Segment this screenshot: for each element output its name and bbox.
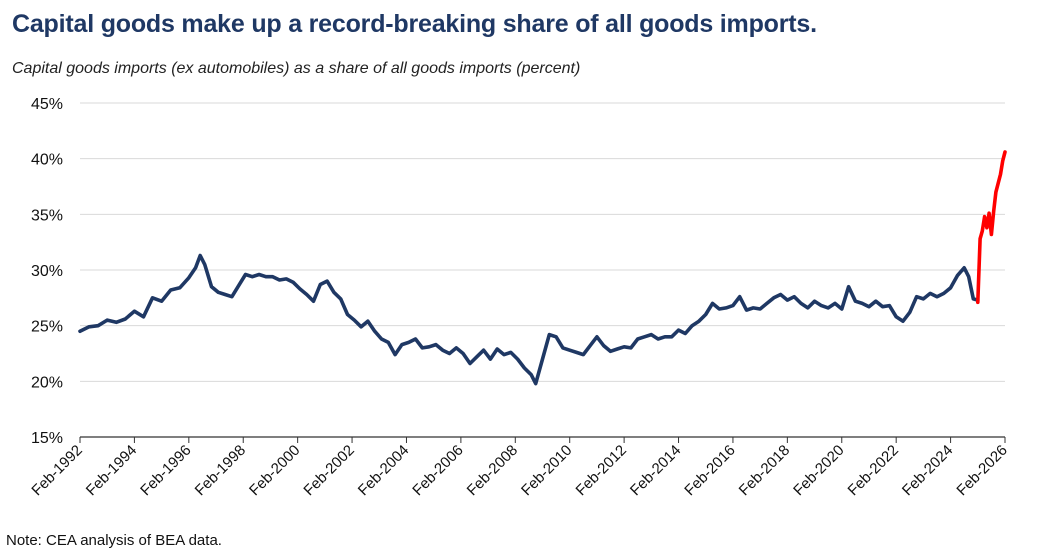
x-tick-label: Feb-2024 <box>899 442 956 499</box>
y-tick-label: 30% <box>31 263 63 280</box>
y-tick-label: 25% <box>31 319 63 336</box>
x-tick-label: Feb-2010 <box>518 442 575 499</box>
chart-title: Capital goods make up a record-breaking … <box>12 10 817 38</box>
gridlines <box>80 102 1005 382</box>
x-tick-label: Feb-2008 <box>464 442 521 499</box>
x-tick-label: Feb-1996 <box>137 442 194 499</box>
y-tick-label: 45% <box>31 96 63 113</box>
chart-note: Note: CEA analysis of BEA data. <box>6 532 222 549</box>
x-tick-label: Feb-2012 <box>573 442 630 499</box>
x-tick-label: Feb-2000 <box>246 442 303 499</box>
series-line-recent <box>976 150 1007 305</box>
x-axis: Feb-1992Feb-1994Feb-1996Feb-1998Feb-2000… <box>28 436 1011 499</box>
x-tick-label: Feb-2018 <box>736 442 793 499</box>
y-tick-label: 20% <box>31 374 63 391</box>
x-tick-label: Feb-2006 <box>409 442 466 499</box>
x-tick-label: Feb-2020 <box>790 442 847 499</box>
x-tick-label: Feb-1998 <box>192 442 249 499</box>
x-tick-label: Feb-2016 <box>681 442 738 499</box>
x-tick-label: Feb-2022 <box>845 442 902 499</box>
x-tick-label: Feb-2004 <box>355 442 412 499</box>
x-tick-label: Feb-2002 <box>300 442 357 499</box>
y-tick-label: 35% <box>31 207 63 224</box>
chart-subtitle: Capital goods imports (ex automobiles) a… <box>12 60 581 77</box>
x-tick-label: Feb-1994 <box>83 442 140 499</box>
y-tick-label: 15% <box>31 430 63 447</box>
x-tick-label: Feb-2026 <box>953 442 1010 499</box>
series-line-main <box>78 253 980 386</box>
series-lines <box>78 150 1007 386</box>
x-tick-label: Feb-2014 <box>627 442 684 499</box>
x-tick-label: Feb-1992 <box>28 442 85 499</box>
y-tick-label: 40% <box>31 152 63 169</box>
y-axis-ticks: 15% 20% 25% 30% 35% 40% 45% <box>31 96 63 447</box>
